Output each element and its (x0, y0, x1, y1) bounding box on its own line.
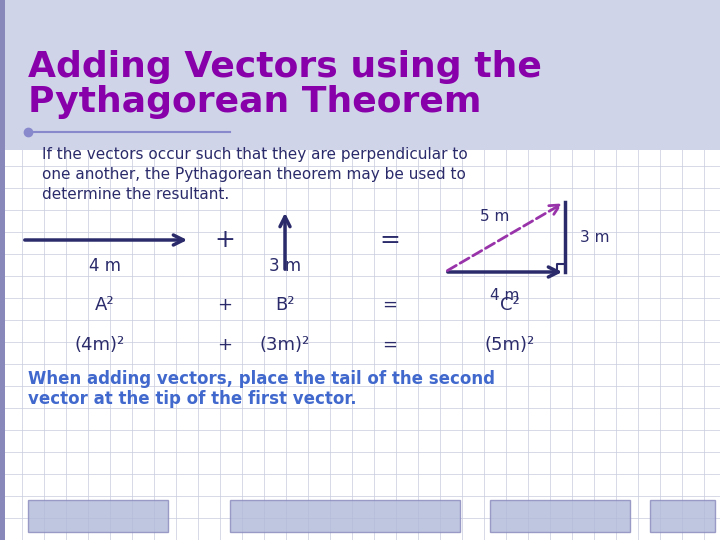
Text: 4 m: 4 m (490, 288, 520, 303)
Text: (5m)²: (5m)² (485, 336, 535, 354)
Text: C²: C² (500, 296, 520, 314)
Text: (4m)²: (4m)² (75, 336, 125, 354)
Bar (0, 0, 720, 150)
Bar (0, 0, 5, 540)
Text: A²: A² (95, 296, 114, 314)
Text: =: = (382, 336, 397, 354)
Text: 5 m: 5 m (480, 209, 510, 224)
Text: =: = (382, 296, 397, 314)
Text: B²: B² (275, 296, 294, 314)
Text: +: + (217, 336, 233, 354)
Text: (3m)²: (3m)² (260, 336, 310, 354)
Text: determine the resultant.: determine the resultant. (42, 187, 229, 202)
Text: +: + (215, 228, 235, 252)
Text: If the vectors occur such that they are perpendicular to: If the vectors occur such that they are … (42, 147, 468, 162)
Text: vector at the tip of the first vector.: vector at the tip of the first vector. (28, 390, 356, 408)
Text: +: + (217, 296, 233, 314)
Bar (650, 500, 715, 532)
Text: =: = (379, 228, 400, 252)
Text: Pythagorean Theorem: Pythagorean Theorem (28, 85, 482, 119)
Text: 3 m: 3 m (269, 257, 301, 275)
Bar (230, 500, 460, 532)
Text: 3 m: 3 m (580, 230, 610, 245)
Bar (28, 500, 168, 532)
Text: one another, the Pythagorean theorem may be used to: one another, the Pythagorean theorem may… (42, 167, 466, 182)
Text: 4 m: 4 m (89, 257, 121, 275)
Bar (490, 500, 630, 532)
Text: When adding vectors, place the tail of the second: When adding vectors, place the tail of t… (28, 370, 495, 388)
Text: Adding Vectors using the: Adding Vectors using the (28, 50, 542, 84)
